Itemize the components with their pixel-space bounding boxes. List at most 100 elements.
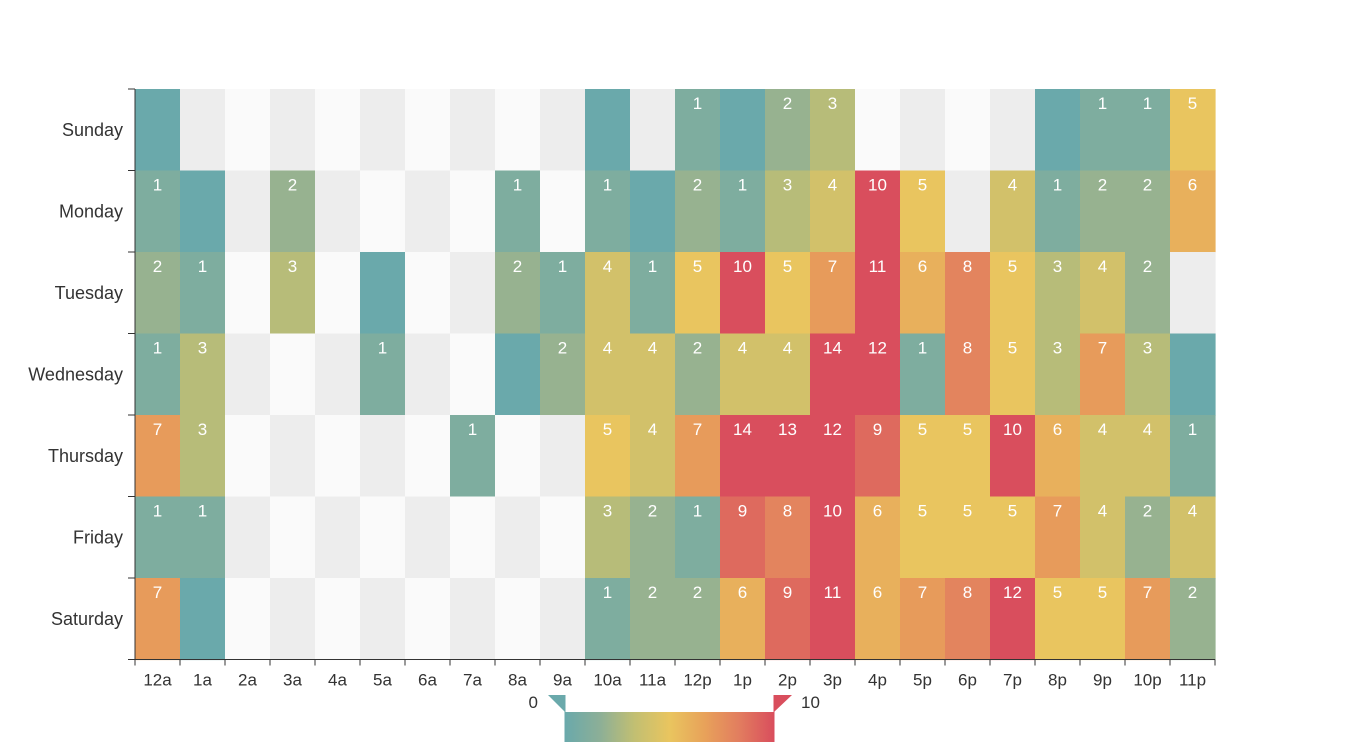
heatmap-cell[interactable] — [630, 496, 676, 579]
heatmap-cell[interactable] — [990, 89, 1036, 172]
heatmap-cell[interactable] — [720, 89, 766, 172]
heatmap-cell[interactable] — [900, 415, 946, 498]
heatmap-cell[interactable] — [540, 333, 586, 416]
heatmap-cell[interactable] — [540, 578, 586, 661]
heatmap-cell[interactable] — [315, 415, 361, 498]
heatmap-cell[interactable] — [1035, 578, 1081, 661]
heatmap-cell[interactable] — [1080, 89, 1126, 172]
heatmap-cell[interactable] — [450, 333, 496, 416]
heatmap-cell[interactable] — [585, 252, 631, 335]
heatmap-cell[interactable] — [135, 578, 181, 661]
heatmap-cell[interactable] — [495, 170, 541, 253]
heatmap-cell[interactable] — [315, 496, 361, 579]
heatmap-cell[interactable] — [765, 333, 811, 416]
heatmap-cell[interactable] — [720, 333, 766, 416]
heatmap-cell[interactable] — [720, 496, 766, 579]
heatmap-cell[interactable] — [1170, 89, 1216, 172]
heatmap-cell[interactable] — [315, 252, 361, 335]
heatmap-cell[interactable] — [1080, 333, 1126, 416]
heatmap-cell[interactable] — [585, 496, 631, 579]
heatmap-cell[interactable] — [585, 415, 631, 498]
heatmap-cell[interactable] — [225, 333, 271, 416]
heatmap-cell[interactable] — [315, 89, 361, 172]
heatmap-cell[interactable] — [900, 252, 946, 335]
heatmap-cell[interactable] — [270, 415, 316, 498]
heatmap-cell[interactable] — [945, 415, 991, 498]
heatmap-cell[interactable] — [810, 333, 856, 416]
heatmap-cell[interactable] — [630, 89, 676, 172]
heatmap-cell[interactable] — [1035, 333, 1081, 416]
heatmap-cell[interactable] — [270, 496, 316, 579]
heatmap-cell[interactable] — [360, 578, 406, 661]
heatmap-cell[interactable] — [720, 415, 766, 498]
heatmap-cell[interactable] — [900, 89, 946, 172]
heatmap-cell[interactable] — [315, 170, 361, 253]
visual-map-gradient-bar[interactable] — [565, 712, 774, 742]
heatmap-cell[interactable] — [225, 170, 271, 253]
heatmap-cell[interactable] — [900, 496, 946, 579]
heatmap-cell[interactable] — [720, 170, 766, 253]
heatmap-cell[interactable] — [630, 252, 676, 335]
heatmap-cell[interactable] — [675, 415, 721, 498]
heatmap-cell[interactable] — [675, 252, 721, 335]
heatmap-cell[interactable] — [765, 415, 811, 498]
heatmap-cell[interactable] — [135, 252, 181, 335]
heatmap-cell[interactable] — [1080, 578, 1126, 661]
heatmap-cell[interactable] — [360, 89, 406, 172]
heatmap-cell[interactable] — [990, 496, 1036, 579]
heatmap-cell[interactable] — [765, 89, 811, 172]
heatmap-cell[interactable] — [1170, 252, 1216, 335]
heatmap-cell[interactable] — [450, 170, 496, 253]
heatmap-cell[interactable] — [765, 170, 811, 253]
heatmap-cell[interactable] — [315, 333, 361, 416]
heatmap-cell[interactable] — [495, 252, 541, 335]
heatmap-cell[interactable] — [945, 170, 991, 253]
heatmap-cell[interactable] — [675, 170, 721, 253]
heatmap-cell[interactable] — [765, 578, 811, 661]
heatmap-cell[interactable] — [810, 252, 856, 335]
heatmap-cell[interactable] — [585, 578, 631, 661]
heatmap-cell[interactable] — [945, 578, 991, 661]
heatmap-cell[interactable] — [270, 252, 316, 335]
heatmap-cell[interactable] — [360, 496, 406, 579]
heatmap-cell[interactable] — [405, 170, 451, 253]
heatmap-cell[interactable] — [405, 578, 451, 661]
heatmap-cell[interactable] — [135, 89, 181, 172]
heatmap-cell[interactable] — [1125, 252, 1171, 335]
heatmap-cell[interactable] — [450, 252, 496, 335]
heatmap-cell[interactable] — [450, 496, 496, 579]
heatmap-cell[interactable] — [360, 333, 406, 416]
heatmap-cell[interactable] — [630, 170, 676, 253]
heatmap-cell[interactable] — [990, 415, 1036, 498]
heatmap-cell[interactable] — [450, 578, 496, 661]
heatmap-cell[interactable] — [1080, 496, 1126, 579]
heatmap-cell[interactable] — [630, 415, 676, 498]
heatmap-cell[interactable] — [630, 578, 676, 661]
heatmap-cell[interactable] — [765, 496, 811, 579]
heatmap-cell[interactable] — [810, 415, 856, 498]
heatmap-cell[interactable] — [1170, 578, 1216, 661]
heatmap-cell[interactable] — [810, 496, 856, 579]
heatmap-cell[interactable] — [540, 252, 586, 335]
heatmap-cell[interactable] — [1080, 252, 1126, 335]
heatmap-cell[interactable] — [1125, 496, 1171, 579]
heatmap-cell[interactable] — [1125, 333, 1171, 416]
heatmap-cell[interactable] — [180, 415, 226, 498]
heatmap-cell[interactable] — [270, 333, 316, 416]
heatmap-cell[interactable] — [1035, 496, 1081, 579]
heatmap-cell[interactable] — [135, 170, 181, 253]
heatmap-cell[interactable] — [135, 496, 181, 579]
heatmap-cell[interactable] — [1035, 89, 1081, 172]
heatmap-cell[interactable] — [180, 170, 226, 253]
heatmap-cell[interactable] — [855, 578, 901, 661]
heatmap-cell[interactable] — [495, 578, 541, 661]
heatmap-cell[interactable] — [540, 89, 586, 172]
heatmap-cell[interactable] — [405, 496, 451, 579]
heatmap-cell[interactable] — [1035, 415, 1081, 498]
heatmap-cell[interactable] — [405, 333, 451, 416]
heatmap-cell[interactable] — [855, 496, 901, 579]
heatmap-cell[interactable] — [180, 333, 226, 416]
heatmap-cell[interactable] — [855, 415, 901, 498]
heatmap-cell[interactable] — [900, 333, 946, 416]
heatmap-cell[interactable] — [540, 170, 586, 253]
